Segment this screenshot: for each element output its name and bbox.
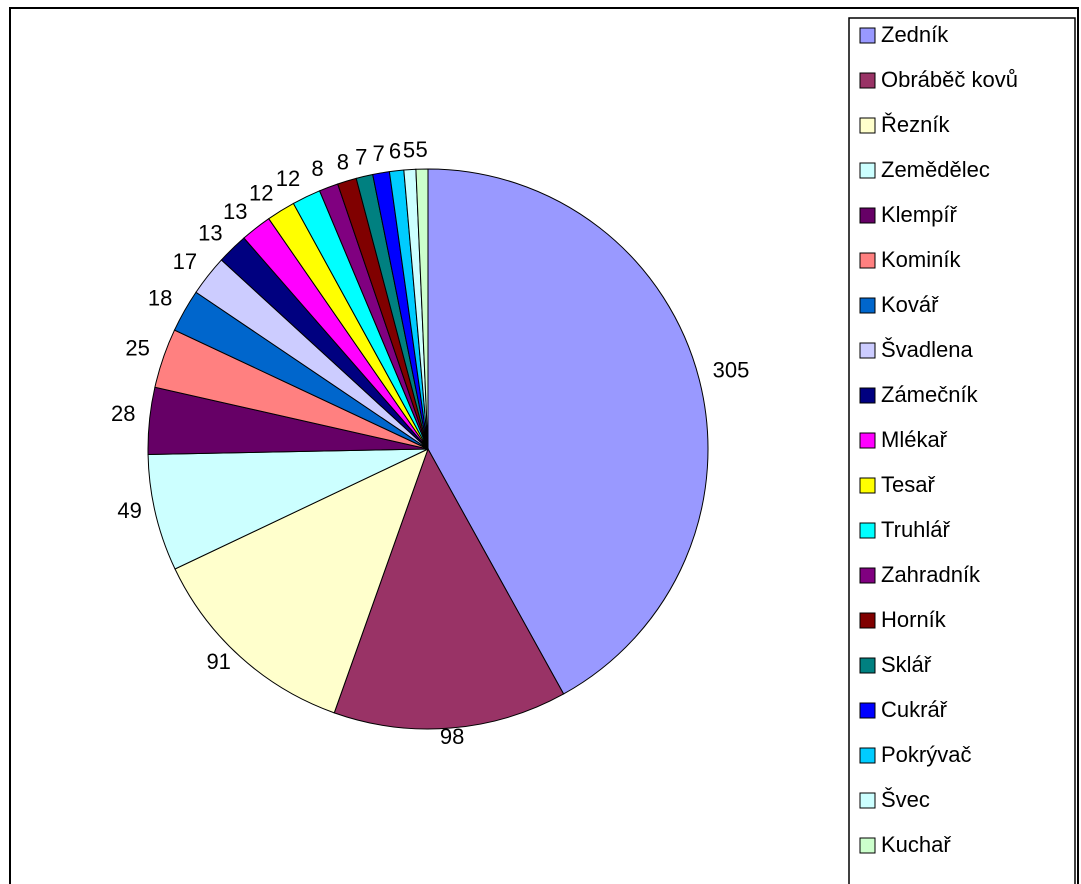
data-label: 13 [198, 220, 222, 245]
legend-swatch [859, 432, 876, 449]
data-label: 6 [389, 139, 401, 164]
legend-swatch [859, 387, 876, 404]
legend-swatch [859, 72, 876, 89]
legend-label: Mlékař [881, 427, 948, 452]
legend-label: Tesař [881, 472, 935, 497]
legend-label: Švadlena [881, 337, 974, 362]
legend-label: Kominík [881, 247, 961, 272]
data-label: 12 [249, 181, 273, 206]
data-label: 28 [111, 401, 135, 426]
legend-swatch [859, 612, 876, 629]
data-label: 18 [148, 286, 172, 311]
legend-swatch [859, 297, 876, 314]
legend-label: Zemědělec [881, 157, 990, 182]
data-label: 7 [373, 141, 385, 166]
legend-label: Kuchař [881, 832, 951, 857]
legend-swatch [859, 657, 876, 674]
legend-label: Švec [881, 787, 930, 812]
pie-slice [427, 168, 709, 695]
legend-swatch [859, 567, 876, 584]
data-label: 13 [223, 199, 247, 224]
legend-label: Kovář [881, 292, 939, 317]
legend-swatch [859, 27, 876, 44]
data-label: 91 [206, 649, 230, 674]
data-label: 5 [416, 137, 428, 162]
legend-swatch [859, 477, 876, 494]
data-label: 305 [713, 357, 750, 382]
legend-swatch [859, 252, 876, 269]
legend-swatch [859, 117, 876, 134]
data-label: 12 [276, 166, 300, 191]
legend-label: Pokrývač [881, 742, 971, 767]
data-label: 98 [440, 724, 464, 749]
pie-slice [147, 448, 429, 570]
legend-swatch [859, 207, 876, 224]
legend-swatch [859, 792, 876, 809]
legend-swatch [859, 522, 876, 539]
legend-label: Zedník [881, 22, 949, 47]
legend-label: Sklář [881, 652, 932, 677]
data-label: 8 [311, 156, 323, 181]
legend-swatch [859, 342, 876, 359]
legend-box [848, 17, 1076, 884]
data-label: 17 [173, 249, 197, 274]
legend-label: Klempíř [881, 202, 957, 227]
pie-slice [174, 448, 429, 714]
legend-label: Cukrář [881, 697, 948, 722]
data-label: 5 [403, 137, 415, 162]
legend-swatch [859, 837, 876, 854]
legend-label: Truhlář [881, 517, 951, 542]
legend-label: Řezník [881, 112, 950, 137]
data-label: 49 [117, 498, 141, 523]
data-label: 8 [337, 149, 349, 174]
legend-swatch [859, 747, 876, 764]
legend-swatch [859, 702, 876, 719]
legend-label: Zahradník [881, 562, 981, 587]
data-label: 25 [125, 335, 149, 360]
pie-slice [333, 447, 565, 730]
legend-swatch [859, 162, 876, 179]
pie-slice [415, 168, 429, 450]
legend-label: Obráběč kovů [881, 67, 1018, 92]
legend-label: Horník [881, 607, 947, 632]
data-label: 7 [355, 144, 367, 169]
legend-label: Zámečník [881, 382, 979, 407]
